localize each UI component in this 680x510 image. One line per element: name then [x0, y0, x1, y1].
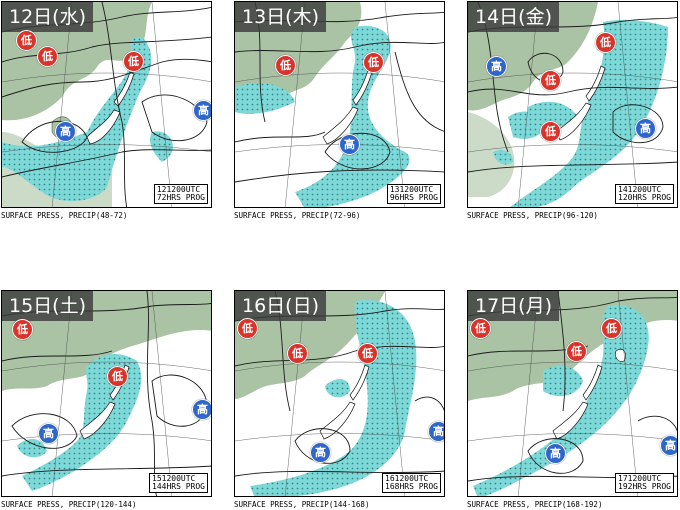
precip-area	[528, 101, 578, 128]
weather-map: 12日(水) 低 低 低 高 高 121200UTC 72HRS PROG	[1, 1, 212, 208]
forecast-stamp: 161200UTC 168HRS PROG	[382, 473, 441, 493]
stamp-prog: 192HRS PROG	[618, 482, 671, 491]
stamp-time: 151200UTC	[152, 474, 196, 483]
precip-area	[473, 305, 649, 496]
stamp-prog: 96HRS PROG	[389, 193, 438, 202]
low-pressure-marker: 低	[275, 55, 296, 76]
high-pressure-marker: 高	[635, 118, 656, 139]
land-mass	[468, 112, 515, 197]
map-graphic	[2, 2, 211, 207]
japan-outline	[79, 401, 116, 440]
map-graphic	[235, 291, 444, 496]
forecast-stamp: 121200UTC 72HRS PROG	[153, 184, 208, 204]
map-caption: SURFACE PRESS, PRECIP(48-72)	[1, 211, 128, 220]
japan-outline	[552, 401, 589, 440]
precip-area	[325, 379, 350, 398]
lat-lon-grid	[2, 2, 211, 207]
high-pressure-marker: 高	[486, 56, 507, 77]
low-pressure-marker: 低	[123, 51, 144, 72]
low-pressure-marker: 低	[16, 30, 37, 51]
weather-map: 14日(金) 高 低 低 低 高 141200UTC 120HRS PROG	[467, 1, 678, 208]
japan-outline	[582, 364, 603, 401]
stamp-prog: 168HRS PROG	[385, 482, 438, 491]
stamp-time: 171200UTC	[618, 474, 662, 483]
precip-area	[22, 354, 142, 491]
japan-outline	[319, 401, 356, 440]
lake-outline	[615, 349, 626, 362]
map-graphic	[2, 291, 211, 496]
high-pressure-marker: 高	[55, 121, 76, 142]
weather-map: 16日(日) 低 低 低 高 高 161200UTC 168HRS PROG	[234, 290, 445, 497]
japan-outline	[585, 65, 606, 102]
low-pressure-marker: 低	[287, 343, 308, 364]
day-label: 17日(月)	[468, 291, 560, 321]
lat-lon-grid	[2, 291, 211, 496]
japan-outline	[322, 106, 359, 145]
lat-lon-grid	[468, 2, 677, 207]
low-pressure-marker: 低	[37, 46, 58, 67]
precip-area	[17, 439, 47, 458]
low-pressure-marker: 低	[601, 318, 622, 339]
weather-map: 15日(土) 低 低 高 高 151200UTC 144HRS PROG	[1, 290, 212, 497]
stamp-time: 131200UTC	[389, 185, 434, 194]
lat-lon-grid	[235, 291, 444, 496]
map-caption: SURFACE PRESS, PRECIP(120-144)	[1, 500, 137, 509]
high-pressure-marker: 高	[339, 134, 360, 155]
weather-map: 13日(木) 低 低 高 131200UTC 96HRS PROG	[234, 1, 445, 208]
low-pressure-marker: 低	[540, 121, 561, 142]
high-pressure-marker: 高	[545, 443, 566, 464]
day-label: 16日(日)	[235, 291, 327, 321]
map-caption: SURFACE PRESS, PRECIP(168-192)	[467, 500, 603, 509]
precip-area	[510, 19, 668, 207]
low-pressure-marker: 低	[470, 318, 491, 339]
stamp-time: 161200UTC	[385, 474, 429, 483]
day-label: 12日(水)	[2, 2, 94, 32]
day-label: 14日(金)	[468, 2, 560, 32]
stamp-prog: 144HRS PROG	[152, 482, 205, 491]
forecast-stamp: 151200UTC 144HRS PROG	[149, 473, 208, 493]
map-graphic	[235, 2, 444, 207]
low-pressure-marker: 低	[566, 341, 587, 362]
stamp-prog: 72HRS PROG	[156, 193, 205, 202]
low-pressure-marker: 低	[363, 52, 384, 73]
low-pressure-marker: 低	[540, 70, 561, 91]
forecast-stamp: 141200UTC 120HRS PROG	[615, 184, 674, 204]
japan-outline	[555, 102, 592, 141]
precip-area	[2, 37, 152, 202]
precip-area	[235, 82, 295, 114]
high-pressure-marker: 高	[193, 100, 211, 121]
precip-area	[493, 150, 513, 165]
stamp-time: 121200UTC	[156, 185, 201, 194]
stamp-time: 141200UTC	[618, 185, 662, 194]
precip-area	[543, 365, 583, 397]
map-caption: SURFACE PRESS, PRECIP(144-168)	[234, 500, 370, 509]
high-pressure-marker: 高	[192, 399, 211, 420]
japan-outline	[113, 71, 135, 107]
map-caption: SURFACE PRESS, PRECIP(96-120)	[467, 211, 598, 220]
japan-outline	[349, 364, 370, 401]
map-caption: SURFACE PRESS, PRECIP(72-96)	[234, 211, 361, 220]
day-label: 13日(木)	[235, 2, 327, 32]
day-label: 15日(土)	[2, 291, 94, 321]
low-pressure-marker: 低	[357, 343, 378, 364]
low-pressure-marker: 低	[237, 318, 258, 339]
weather-map: 17日(月) 低 低 低 高 高 171200UTC 192HRS PROG	[467, 290, 678, 497]
forecast-stamp: 171200UTC 192HRS PROG	[615, 473, 674, 493]
high-pressure-marker: 高	[310, 442, 331, 463]
low-pressure-marker: 低	[595, 32, 616, 53]
high-pressure-marker: 高	[38, 423, 59, 444]
low-pressure-marker: 低	[12, 319, 33, 340]
map-graphic	[468, 291, 677, 496]
low-pressure-marker: 低	[107, 366, 128, 387]
map-graphic	[468, 2, 677, 207]
stamp-prog: 120HRS PROG	[618, 193, 671, 202]
high-pressure-marker: 高	[428, 421, 444, 442]
high-pressure-marker: 高	[660, 435, 677, 456]
forecast-stamp: 131200UTC 96HRS PROG	[386, 184, 441, 204]
